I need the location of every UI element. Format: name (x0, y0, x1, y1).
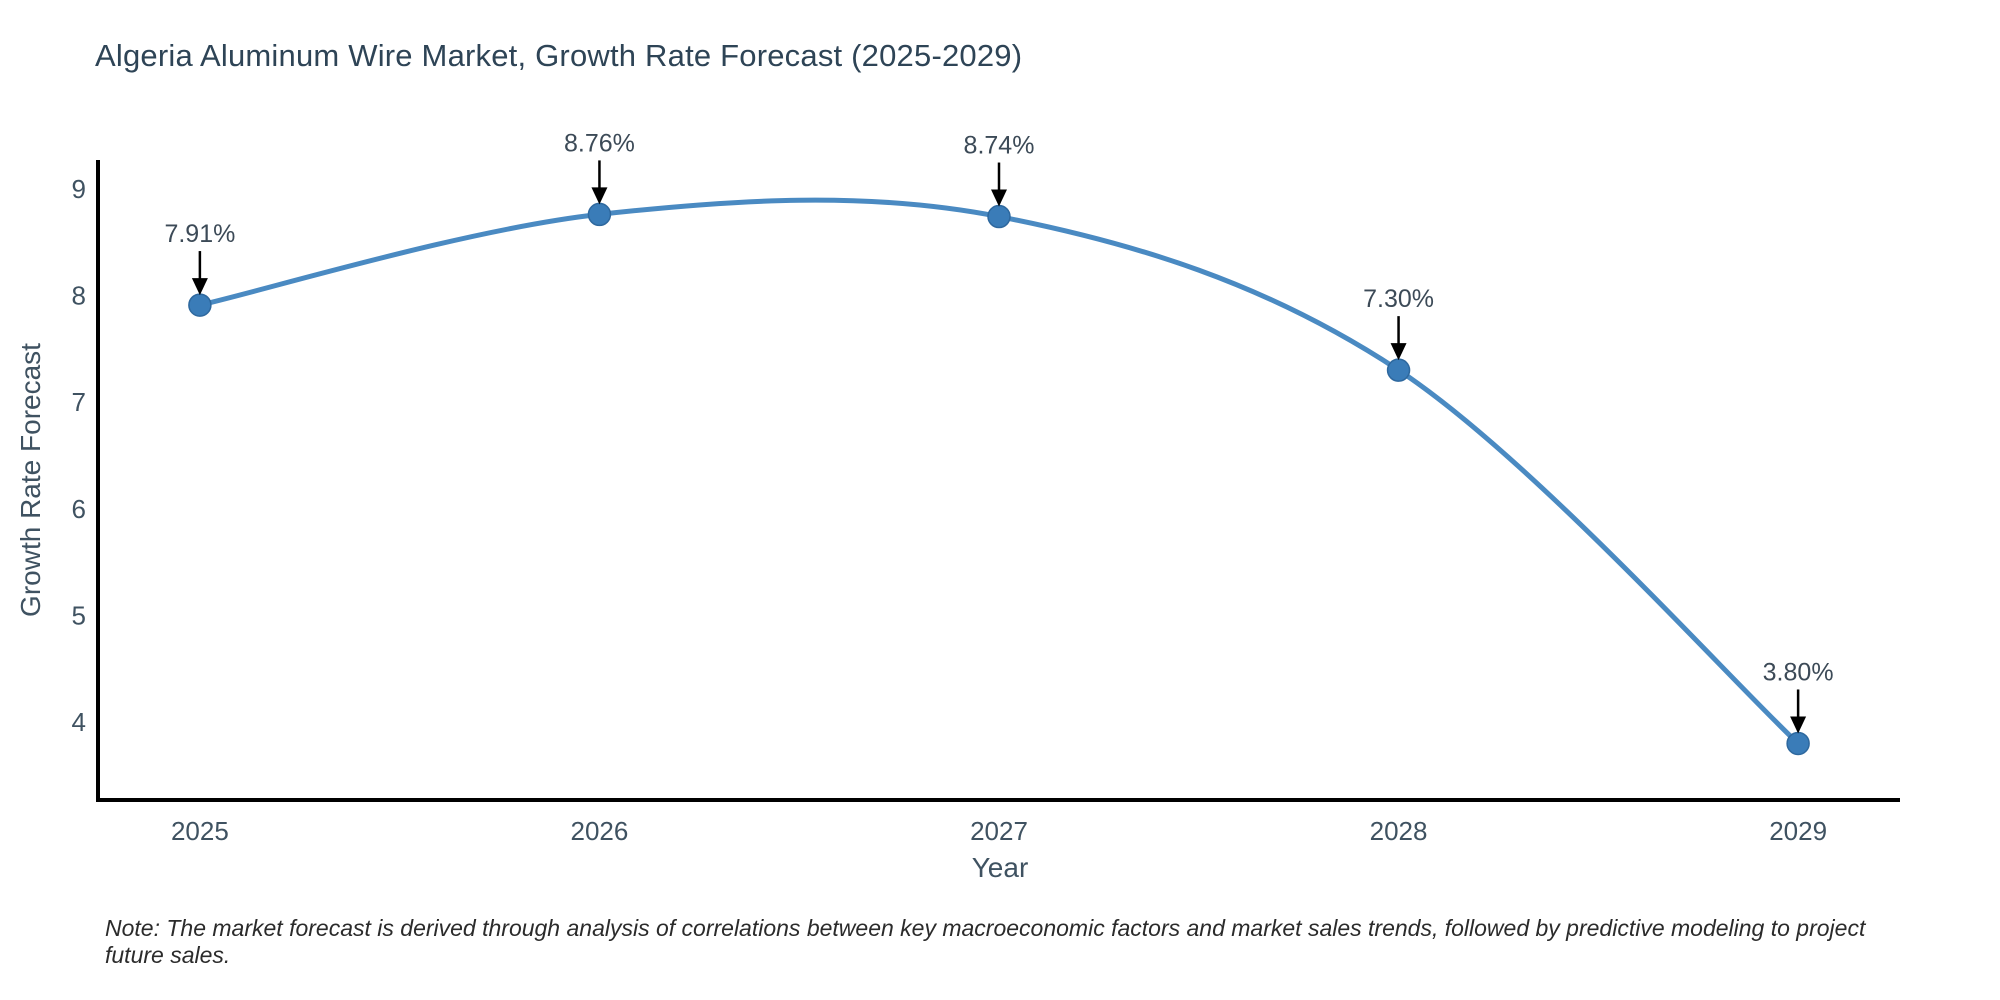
annotation-arrow-head-2028 (1390, 343, 1407, 361)
x-tick-label-2025: 2025 (171, 816, 229, 846)
x-axis-title: Year (971, 852, 1029, 883)
annotation-label-2026: 8.76% (564, 129, 635, 157)
x-tick-label-2029: 2029 (1769, 816, 1827, 846)
data-point-2025[interactable] (188, 293, 212, 317)
annotation-arrow-head-2026 (591, 187, 608, 205)
y-axis-title: Growth Rate Forecast (15, 343, 46, 617)
x-tick-label-2028: 2028 (1370, 816, 1428, 846)
x-tick-label-2027: 2027 (970, 816, 1028, 846)
x-tick-label-2026: 2026 (571, 816, 629, 846)
y-tick-label-4: 4 (72, 707, 86, 737)
y-tick-label-9: 9 (72, 174, 86, 204)
y-tick-label-6: 6 (72, 494, 86, 524)
annotation-arrow-head-2029 (1790, 716, 1807, 734)
y-tick-label-7: 7 (72, 387, 86, 417)
forecast-line (197, 197, 1801, 746)
annotation-label-2025: 7.91% (164, 220, 235, 248)
data-point-2026[interactable] (587, 202, 612, 227)
axis-spine (96, 160, 1900, 802)
annotation-label-2029: 3.80% (1763, 658, 1834, 686)
y-tick-label-5: 5 (72, 600, 86, 630)
data-point-2029[interactable] (1786, 731, 1810, 756)
annotation-label-2027: 8.74% (964, 132, 1035, 160)
annotation-arrow-head-2025 (191, 278, 208, 296)
data-point-2027[interactable] (987, 204, 1011, 229)
chart-title: Algeria Aluminum Wire Market, Growth Rat… (95, 38, 1023, 73)
footnote: Note: The market forecast is derived thr… (105, 915, 1866, 968)
annotation-arrow-head-2027 (991, 189, 1007, 207)
data-point-2028[interactable] (1386, 358, 1411, 382)
y-tick-label-8: 8 (72, 280, 86, 310)
annotation-label-2028: 7.30% (1363, 285, 1434, 313)
